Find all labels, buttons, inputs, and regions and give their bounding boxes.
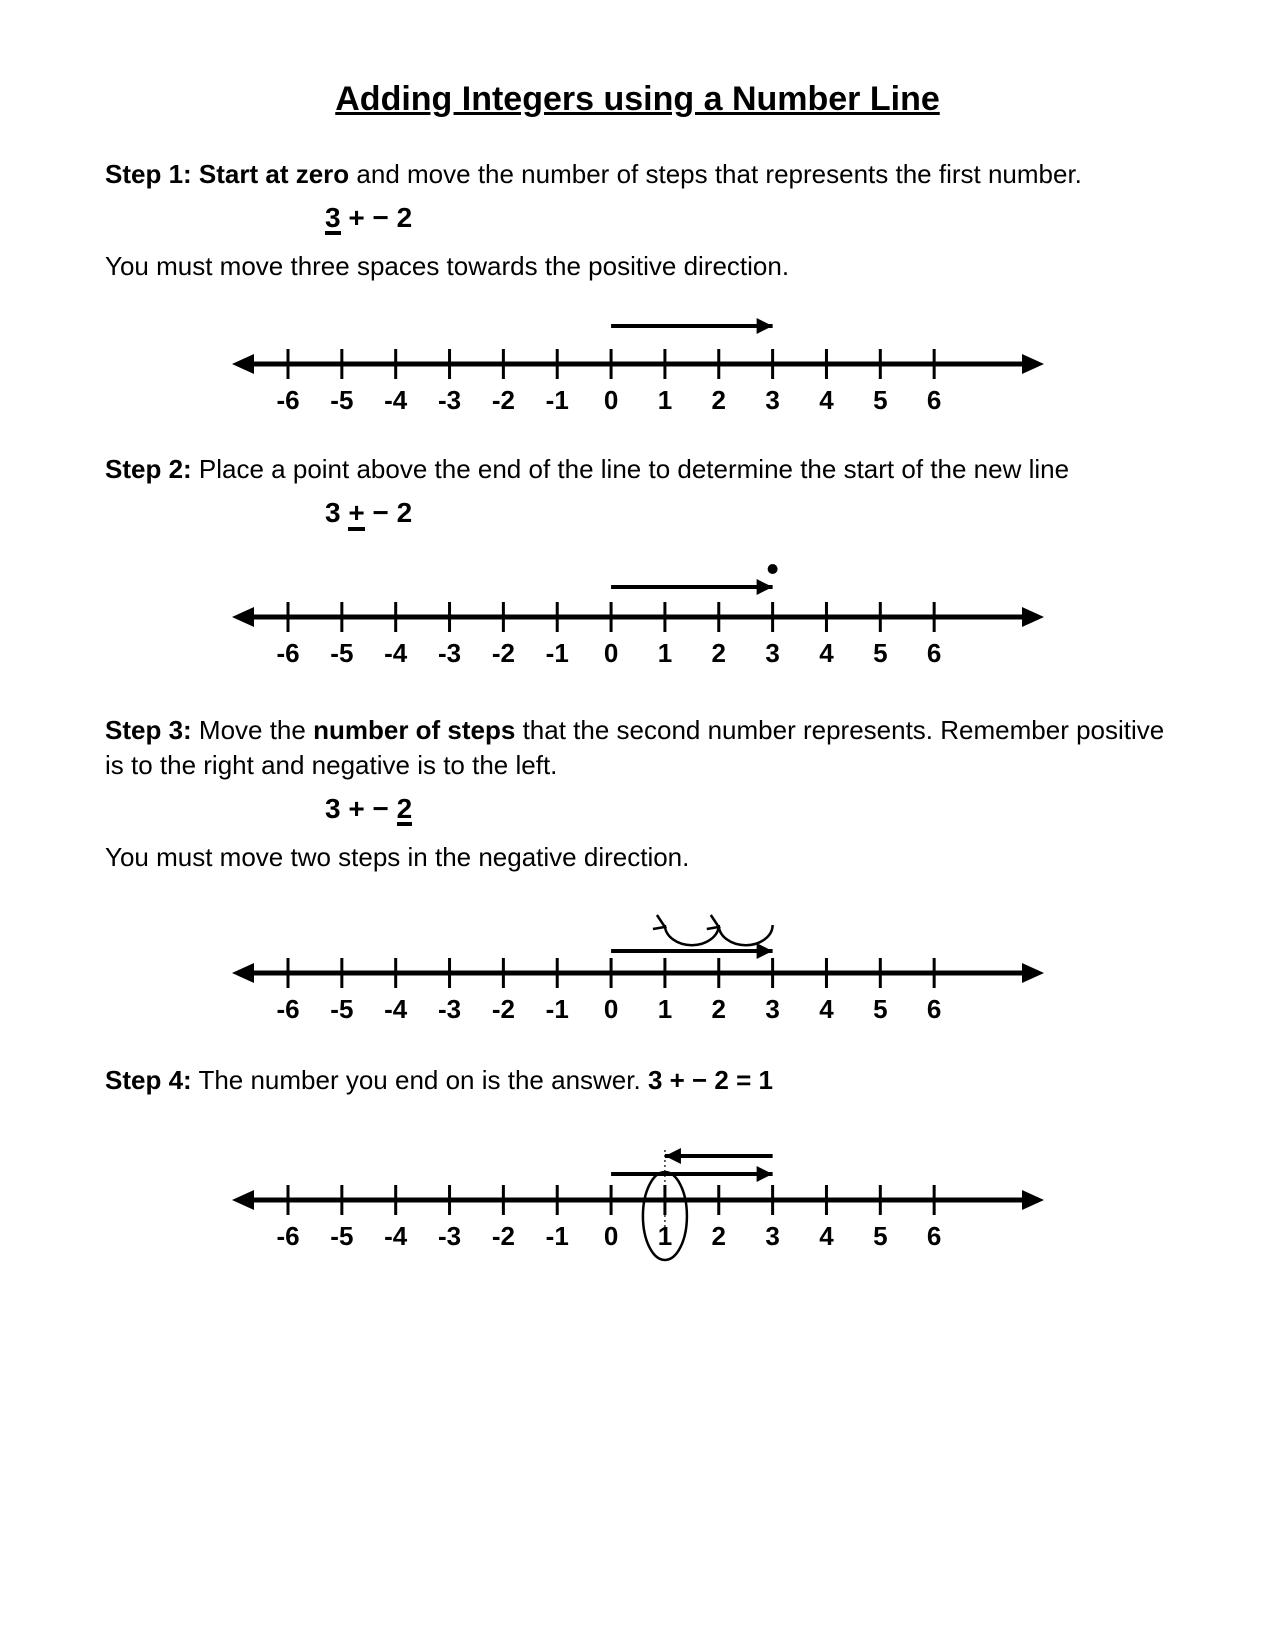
svg-text:5: 5	[873, 385, 887, 414]
step2-overlay: -6 -5 -4 -3 -2 -1 0 1 2 3 4 5 6	[228, 545, 1048, 675]
step4-body: The number you end on is the answer.	[192, 1065, 648, 1095]
svg-text:-5: -5	[330, 638, 353, 668]
svg-text:-3: -3	[437, 994, 460, 1024]
svg-text:-1: -1	[545, 1221, 568, 1251]
step1-text: Step 1: Start at zero and move the numbe…	[105, 157, 1170, 192]
svg-text:3: 3	[765, 1221, 779, 1251]
step2-body: Place a point above the end of the line …	[192, 454, 1069, 484]
svg-text:-3: -3	[437, 385, 460, 414]
svg-text:-5: -5	[330, 1221, 353, 1251]
svg-text:2: 2	[711, 638, 725, 668]
svg-text:-3: -3	[437, 1221, 460, 1251]
step3-label: Step 3:	[105, 715, 192, 745]
svg-text:0: 0	[603, 1221, 617, 1251]
page-title: Adding Integers using a Number Line	[105, 80, 1170, 119]
step4-numberline: -6-5-4-3-2-10123456	[228, 1108, 1048, 1268]
step2-text: Step 2: Place a point above the end of t…	[105, 452, 1170, 487]
svg-text:6: 6	[926, 638, 940, 668]
step2-expr-a: 3	[325, 497, 348, 528]
step1-overlay: -6 -5 -4 -3 -2 -1 0 1 2 3 4 5 6	[228, 294, 1048, 414]
step4-block: Step 4: The number you end on is the ans…	[105, 1063, 1170, 1268]
svg-text:5: 5	[873, 1221, 887, 1251]
step2-expr-underlined: +	[348, 500, 364, 530]
svg-text:2: 2	[711, 994, 725, 1024]
svg-text:-1: -1	[545, 385, 568, 414]
svg-text:0: 0	[603, 385, 617, 414]
svg-text:4: 4	[819, 385, 834, 414]
step3-expr-underlined: 2	[397, 796, 413, 826]
svg-text:5: 5	[873, 638, 887, 668]
step2-block: Step 2: Place a point above the end of t…	[105, 452, 1170, 674]
step1-label: Step 1:	[105, 159, 192, 189]
svg-text:-5: -5	[330, 994, 353, 1024]
step3-text-b: number of steps	[313, 715, 515, 745]
svg-text:-6: -6	[276, 994, 299, 1024]
step2-expression: 3 + − 2	[325, 497, 1170, 530]
step1-heading: Start at zero	[199, 159, 349, 189]
svg-text:4: 4	[819, 1221, 834, 1251]
svg-text:3: 3	[765, 994, 779, 1024]
svg-text:2: 2	[711, 385, 725, 414]
svg-text:3: 3	[765, 385, 779, 414]
svg-text:-5: -5	[330, 385, 353, 414]
step3-expr-a: 3 + −	[325, 793, 397, 824]
svg-text:-2: -2	[491, 638, 514, 668]
svg-text:6: 6	[926, 385, 940, 414]
svg-text:-1: -1	[545, 994, 568, 1024]
svg-text:-3: -3	[437, 638, 460, 668]
step3-overlay: -6 -5 -4 -3 -2 -1 0 1 2 3 4 5 6	[228, 885, 1048, 1025]
step4-overlay: -6-5-4-3-2-10123456	[228, 1108, 1048, 1268]
step1-tail: and move the number of steps that repres…	[349, 159, 1082, 189]
svg-text:5: 5	[873, 994, 887, 1024]
step3-text: Step 3: Move the number of steps that th…	[105, 713, 1170, 783]
step1-expression: 3 + − 2	[325, 202, 1170, 235]
svg-text:-6: -6	[276, 385, 299, 414]
svg-text:-2: -2	[491, 385, 514, 414]
svg-text:-4: -4	[384, 638, 408, 668]
step1-block: Step 1: Start at zero and move the numbe…	[105, 157, 1170, 414]
step1-expr-rest: + − 2	[341, 202, 413, 233]
svg-text:1: 1	[657, 994, 671, 1024]
svg-text:6: 6	[926, 1221, 940, 1251]
step4-label: Step 4:	[105, 1065, 192, 1095]
svg-text:-4: -4	[384, 385, 408, 414]
step3-block: Step 3: Move the number of steps that th…	[105, 713, 1170, 1025]
svg-text:1: 1	[657, 638, 671, 668]
step1-expr-underlined: 3	[325, 205, 341, 235]
svg-text:4: 4	[819, 638, 834, 668]
svg-text:3: 3	[765, 638, 779, 668]
step4-result: 3 + − 2 = 1	[648, 1065, 773, 1095]
step2-expr-rest: − 2	[365, 497, 412, 528]
svg-text:1: 1	[657, 385, 671, 414]
svg-text:-2: -2	[491, 994, 514, 1024]
step4-text: Step 4: The number you end on is the ans…	[105, 1063, 1170, 1098]
svg-text:-4: -4	[384, 994, 408, 1024]
svg-text:4: 4	[819, 994, 834, 1024]
svg-text:0: 0	[603, 994, 617, 1024]
svg-text:2: 2	[711, 1221, 725, 1251]
svg-text:-2: -2	[491, 1221, 514, 1251]
step1-note: You must move three spaces towards the p…	[105, 249, 1170, 284]
step3-numberline: -6 -5 -4 -3 -2 -1 0 1 2 3 4 5 6	[228, 885, 1048, 1025]
svg-text:6: 6	[926, 994, 940, 1024]
step2-label: Step 2:	[105, 454, 192, 484]
step3-note: You must move two steps in the negative …	[105, 840, 1170, 875]
svg-text:-4: -4	[384, 1221, 408, 1251]
svg-text:0: 0	[603, 638, 617, 668]
step3-text-a: Move the	[192, 715, 313, 745]
step2-numberline: -6 -5 -4 -3 -2 -1 0 1 2 3 4 5 6	[228, 545, 1048, 675]
svg-text:-6: -6	[276, 1221, 299, 1251]
svg-text:-6: -6	[276, 638, 299, 668]
svg-text:-1: -1	[545, 638, 568, 668]
step3-expression: 3 + − 2	[325, 793, 1170, 826]
step1-numberline: -6 -5 -4 -3 -2 -1 0 1 2 3 4 5 6	[228, 294, 1048, 414]
